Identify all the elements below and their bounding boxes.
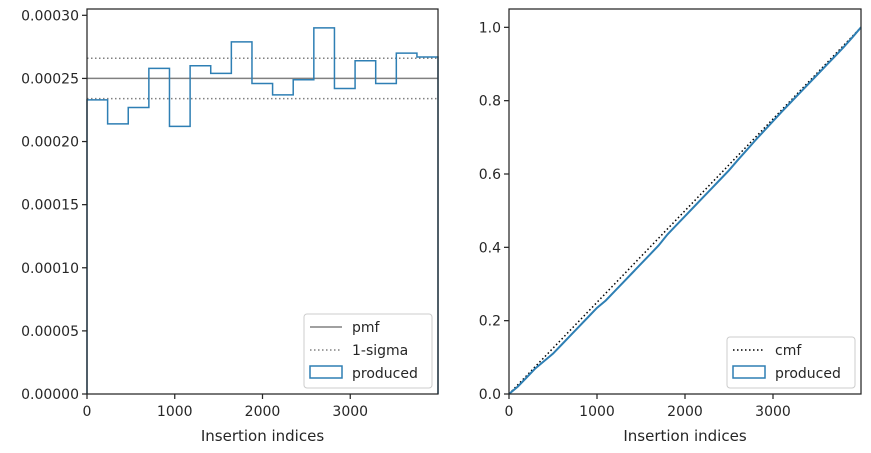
x-tick-label: 0 bbox=[83, 404, 92, 420]
cumulative-x-axis-label: Insertion indices bbox=[623, 427, 746, 445]
cumulative-marks bbox=[508, 26, 862, 395]
histogram-legend: pmf 1-sigma produced bbox=[303, 313, 433, 389]
y-tick-label: 0.00000 bbox=[21, 387, 79, 403]
y-tick-label: 0.00010 bbox=[21, 261, 79, 277]
histogram-y-ticks: 0.00000 0.00005 0.00010 0.00015 0.00020 0.000… bbox=[21, 8, 87, 403]
x-tick-label: 3000 bbox=[332, 404, 368, 420]
legend-produced-label: produced bbox=[352, 366, 418, 382]
cumulative-legend-box bbox=[726, 336, 856, 389]
cumulative-panel: 0 1000 2000 3000 0.0 0.2 0.4 0.6 0.8 1.0 Inserti… bbox=[479, 8, 862, 445]
y-tick-label: 0.00015 bbox=[21, 198, 79, 214]
y-tick-label: 0.0 bbox=[479, 387, 501, 403]
cumulative-y-ticks: 0.0 0.2 0.4 0.6 0.8 1.0 bbox=[479, 20, 509, 403]
y-tick-label: 0.2 bbox=[479, 314, 501, 330]
histogram-x-ticks: 0 1000 2000 3000 bbox=[83, 394, 368, 420]
cumulative-x-ticks: 0 1000 2000 3000 bbox=[505, 394, 791, 420]
produced-histogram-step bbox=[86, 27, 439, 394]
y-tick-label: 0.00020 bbox=[21, 135, 79, 151]
cumulative-legend: cmf produced bbox=[726, 336, 856, 389]
histogram-panel: 0 1000 2000 3000 0.000000.000050.000100.000… bbox=[21, 8, 439, 445]
legend-produced-swatch bbox=[309, 365, 343, 379]
legend-cumulative-produced-label: produced bbox=[775, 366, 841, 382]
legend-cmf-label: cmf bbox=[775, 343, 802, 359]
y-tick-label: 0.6 bbox=[479, 167, 501, 183]
x-tick-label: 0 bbox=[505, 404, 514, 420]
x-tick-label: 2000 bbox=[245, 404, 281, 420]
legend-pmf-label: pmf bbox=[352, 320, 381, 336]
x-tick-label: 2000 bbox=[667, 404, 703, 420]
y-tick-label: 0.00005 bbox=[21, 324, 79, 340]
produced-cumulative-line bbox=[508, 26, 862, 395]
histogram-marks bbox=[86, 27, 439, 394]
y-tick-label: 0.4 bbox=[479, 240, 501, 256]
legend-cumulative-produced-swatch bbox=[732, 365, 766, 379]
x-tick-label: 1000 bbox=[579, 404, 615, 420]
histogram-x-axis-label: Insertion indices bbox=[201, 427, 324, 445]
y-tick-label: 0.8 bbox=[479, 94, 501, 110]
legend-1-sigma-label: 1-sigma bbox=[352, 343, 408, 359]
x-tick-label: 1000 bbox=[157, 404, 193, 420]
cmf-line bbox=[508, 26, 862, 395]
y-tick-label: 1.0 bbox=[479, 20, 501, 36]
y-tick-label: 0.00025 bbox=[21, 71, 79, 87]
histogram-legend-box bbox=[303, 313, 433, 389]
x-tick-label: 3000 bbox=[755, 404, 791, 420]
y-tick-label: 0.00030 bbox=[21, 8, 79, 24]
